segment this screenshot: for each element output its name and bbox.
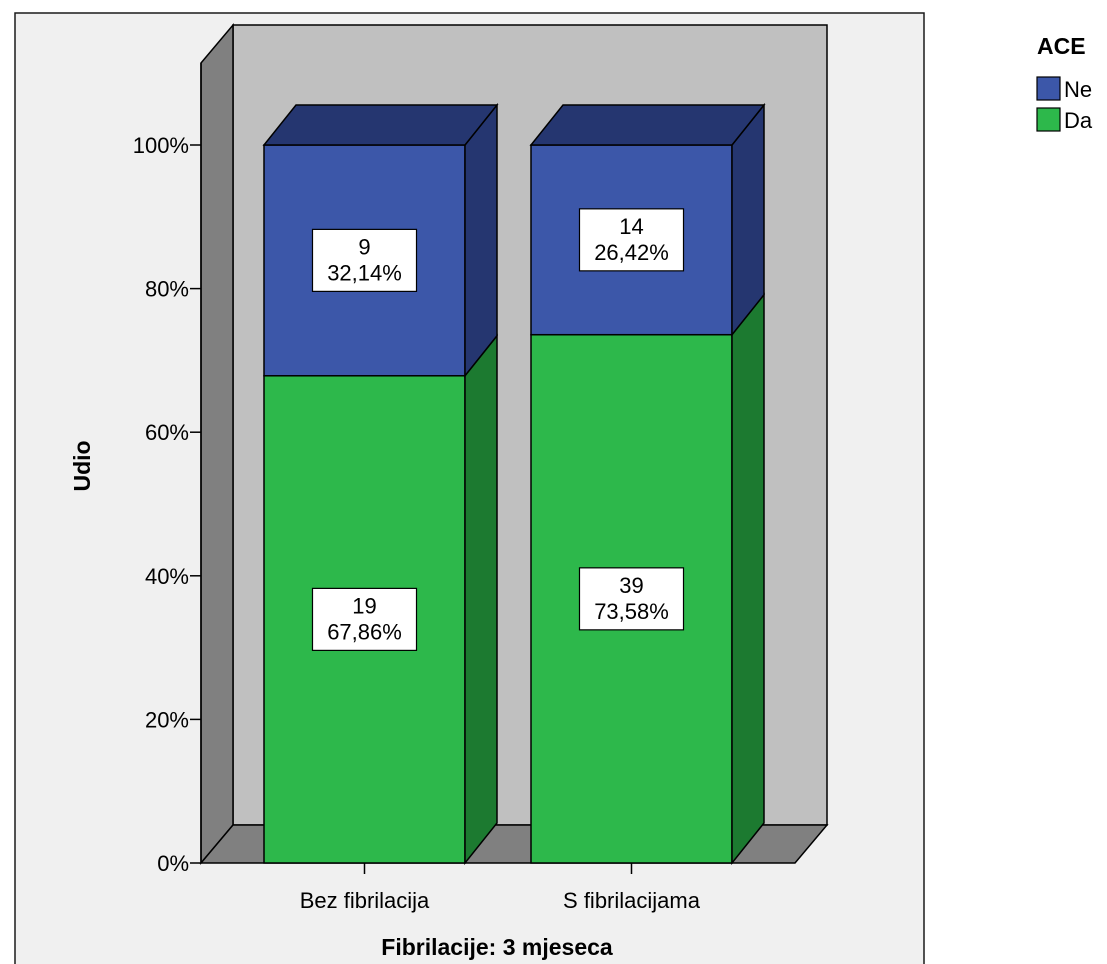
- data-label-percent: 26,42%: [594, 240, 669, 265]
- legend-swatch-da: [1036, 107, 1061, 132]
- y-tick-label: 20%: [145, 707, 189, 732]
- data-label-box: [311, 228, 418, 292]
- y-tick-label: 40%: [145, 564, 189, 589]
- bar-side-da-2: [731, 292, 765, 866]
- data-label-count: 39: [619, 573, 643, 598]
- y-axis-title: Udio: [69, 440, 95, 491]
- data-label-box: [578, 567, 685, 631]
- data-label-count: 14: [619, 214, 643, 239]
- y-tick-label: 0%: [157, 851, 189, 876]
- legend-title: ACE: [1037, 33, 1086, 59]
- bar-ne-2: [530, 144, 733, 336]
- y-tick-label: 80%: [145, 277, 189, 302]
- bar-top-2: [529, 104, 766, 146]
- y-tick-label: 60%: [145, 420, 189, 445]
- bar-top-1: [262, 104, 499, 146]
- data-label-count: 9: [358, 234, 370, 259]
- legend-label-da: Da: [1064, 108, 1093, 133]
- data-label-percent: 67,86%: [327, 619, 402, 644]
- legend-label-ne: Ne: [1064, 77, 1092, 102]
- bar-side-da-1: [464, 333, 498, 866]
- legend: ACE Ne Da: [1036, 33, 1093, 133]
- data-label-percent: 32,14%: [327, 260, 402, 285]
- x-tick-label: S fibrilacijama: [563, 888, 701, 913]
- data-label-percent: 73,58%: [594, 599, 669, 624]
- data-label-box: [311, 587, 418, 651]
- x-axis: Bez fibrilacija S fibrilacijama: [300, 863, 701, 913]
- data-label-box: [578, 208, 685, 272]
- x-tick-label: Bez fibrilacija: [300, 888, 430, 913]
- data-label-count: 19: [352, 593, 376, 618]
- x-axis-title: Fibrilacije: 3 mjeseca: [381, 934, 613, 960]
- y-axis: 0% 20% 40% 60% 80% 100%: [133, 63, 202, 876]
- legend-swatch-ne: [1036, 76, 1061, 101]
- bar-side-ne-1: [464, 102, 498, 378]
- side-wall: [200, 22, 234, 866]
- y-tick-label: 100%: [133, 133, 189, 158]
